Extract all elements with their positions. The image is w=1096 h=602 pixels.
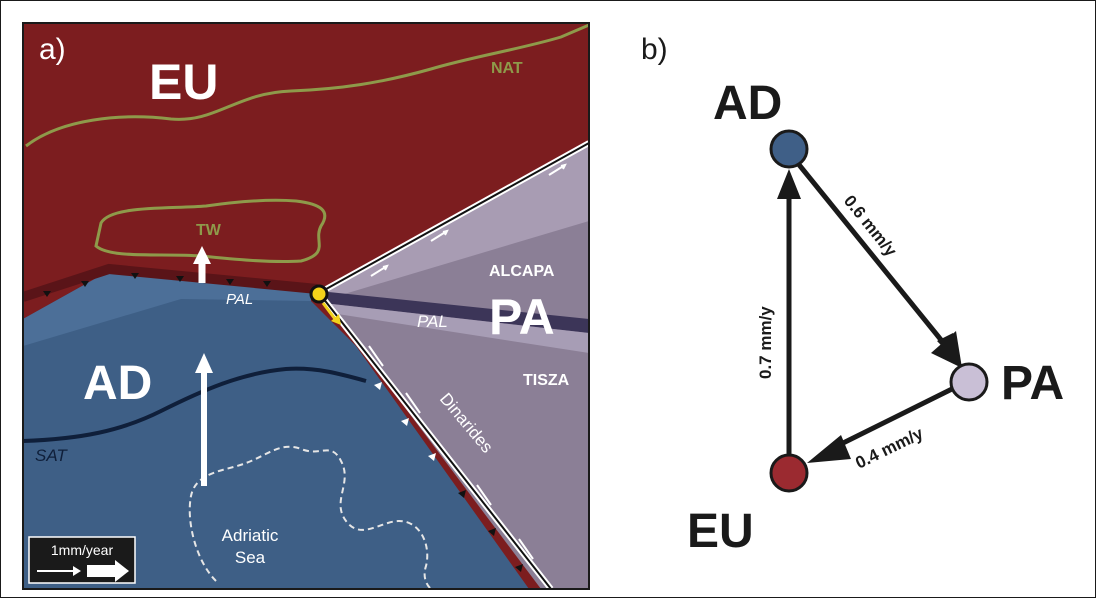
pal-thrust-teeth: [43, 273, 271, 297]
ad-plate-label: AD: [83, 357, 152, 410]
pal-thrust-zone: [23, 263, 318, 302]
map-border: [22, 22, 590, 590]
node-eu: [769, 453, 809, 493]
scale-arrow-large: [87, 560, 129, 582]
nat-label: NAT: [491, 60, 523, 77]
node-ad: [769, 129, 809, 169]
tw-label: TW: [196, 222, 222, 239]
strike-slip-arrows: [368, 163, 567, 560]
pa-plate-highlight: [319, 146, 589, 301]
sat-line: [23, 366, 367, 443]
tw-velocity-arrow: [193, 246, 211, 283]
pivot-arrow: [321, 302, 341, 325]
node-label-ad: AD: [713, 77, 782, 130]
ad-velocity-arrow: [195, 353, 213, 486]
pa-plate-label: PA: [489, 289, 555, 345]
ad-pa-boundary-line: [318, 292, 552, 589]
tw-outline: [94, 198, 327, 264]
panel-b-label: b): [641, 33, 668, 66]
eu-plate-label: EU: [149, 54, 218, 110]
pal-label-west: PAL: [226, 291, 253, 308]
edge-label-eu-ad: 0.7 mm/y: [756, 306, 775, 379]
edge-pa-eu: [807, 384, 958, 463]
edge-ad-pa: [794, 159, 962, 368]
scale-legend-label: 1mm/year: [51, 542, 114, 558]
rotation-pole-marker: [309, 284, 329, 304]
panel-a-label: a): [39, 33, 66, 66]
tisza-label: TISZA: [523, 372, 570, 389]
pal-label-east: PAL: [417, 312, 448, 331]
scale-arrow-small: [37, 566, 81, 576]
node-label-eu: EU: [687, 505, 754, 558]
scale-legend: 1mm/year: [28, 536, 136, 584]
adriatic-label-line1: Adriatic: [222, 526, 279, 545]
pal-band: [319, 291, 589, 333]
eu-pa-boundary-line: [318, 142, 589, 294]
adriatic-label-line2: Sea: [235, 548, 266, 567]
sat-label: SAT: [35, 446, 68, 465]
alcapa-label: ALCAPA: [489, 263, 555, 280]
edge-eu-ad: [777, 169, 801, 459]
nat-line: [25, 23, 589, 148]
panel-b-diagram: b) 0.6 mm/y 0.4 mm/y 0.7 mm/y AD PA EU: [641, 33, 1064, 558]
node-label-pa: PA: [1001, 357, 1064, 410]
pal-band-light: [323, 303, 589, 353]
adriatic-sea-outline: [188, 445, 432, 589]
dinarides-thrust-teeth: [374, 382, 523, 572]
panel-a-map: a) EU NAT TW PAL PAL AD ALCAPA PA TISZA …: [22, 22, 590, 590]
ad-plate: [23, 271, 529, 589]
ad-plate-highlight: [23, 271, 311, 346]
node-pa: [949, 362, 989, 402]
